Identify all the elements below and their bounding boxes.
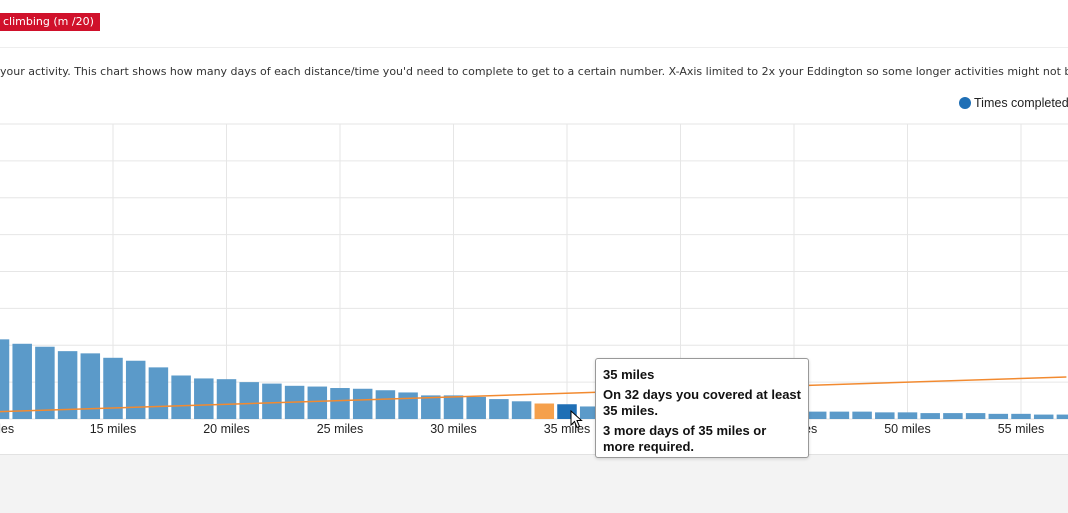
bar-57-miles xyxy=(1056,414,1068,419)
bar-30-miles xyxy=(443,395,464,419)
legend-label: Times completed xyxy=(974,96,1068,110)
bar-33-miles xyxy=(511,401,532,419)
bar-53-miles xyxy=(965,413,986,419)
bar-24-miles xyxy=(307,386,328,419)
bar-12-miles xyxy=(35,346,55,419)
footer-band xyxy=(0,454,1068,513)
bar-20-miles xyxy=(216,379,237,419)
bar-14-miles xyxy=(80,353,101,419)
category-badge[interactable]: climbing (m /20) xyxy=(0,13,100,31)
x-tick-label: 20 miles xyxy=(203,422,250,436)
x-tick-label: 55 miles xyxy=(998,422,1045,436)
bar-16-miles xyxy=(125,360,146,419)
legend[interactable]: Times completed xyxy=(959,96,1068,110)
tooltip-required-text: 3 more days of 35 miles or more required… xyxy=(603,423,767,454)
bar-52-miles xyxy=(943,413,963,419)
eddington-bar-chart: miles 15 miles 20 miles 25 miles 30 miles 35 … xyxy=(0,123,1068,436)
tooltip-covered-text: On 32 days you covered at least 35 miles… xyxy=(603,387,801,418)
bar-29-miles xyxy=(421,395,441,419)
bar-47-miles xyxy=(829,411,850,419)
bar-26-miles xyxy=(352,388,373,419)
chart-tooltip: 35 miles On 32 days you covered at least… xyxy=(595,358,809,458)
bar-51-miles xyxy=(920,413,940,419)
x-tick-label: 50 miles xyxy=(884,422,931,436)
bar-36-miles xyxy=(579,406,600,419)
bar-11-miles xyxy=(12,343,32,419)
bar-48-miles xyxy=(852,411,872,419)
bar-18-miles xyxy=(171,375,191,419)
bar-10-miles xyxy=(0,339,10,419)
bar-31-miles xyxy=(466,396,486,419)
bar-50-miles xyxy=(897,412,918,419)
x-tick-label: 25 miles xyxy=(317,422,364,436)
bar-22-miles xyxy=(262,383,282,419)
tooltip-title: 35 miles xyxy=(603,367,655,382)
bar-25-miles xyxy=(330,388,350,419)
target-line xyxy=(0,376,1067,413)
bar-54-miles xyxy=(988,413,1009,419)
bar-56-miles xyxy=(1033,414,1054,419)
bar-13-miles xyxy=(57,351,78,419)
bar-34-miles xyxy=(534,403,555,419)
x-tick-label: miles xyxy=(0,422,14,436)
bar-49-miles xyxy=(875,412,895,419)
chart-description: your activity. This chart shows how many… xyxy=(0,65,1068,78)
section-divider xyxy=(0,47,1068,48)
bar-17-miles xyxy=(148,367,169,419)
bar-28-miles xyxy=(398,392,418,419)
mouse-pointer-icon xyxy=(570,410,583,429)
bar-46-miles xyxy=(806,411,827,419)
bar-27-miles xyxy=(375,390,396,419)
legend-dot-icon xyxy=(959,97,971,109)
chart-target-line xyxy=(0,376,1067,413)
chart-bars xyxy=(0,339,1068,419)
bar-15-miles xyxy=(103,357,123,419)
x-tick-label: 30 miles xyxy=(430,422,477,436)
bar-19-miles xyxy=(194,378,214,419)
bar-21-miles xyxy=(239,382,259,419)
bar-32-miles xyxy=(489,399,509,419)
bar-55-miles xyxy=(1011,413,1031,419)
x-tick-label: 15 miles xyxy=(90,422,137,436)
